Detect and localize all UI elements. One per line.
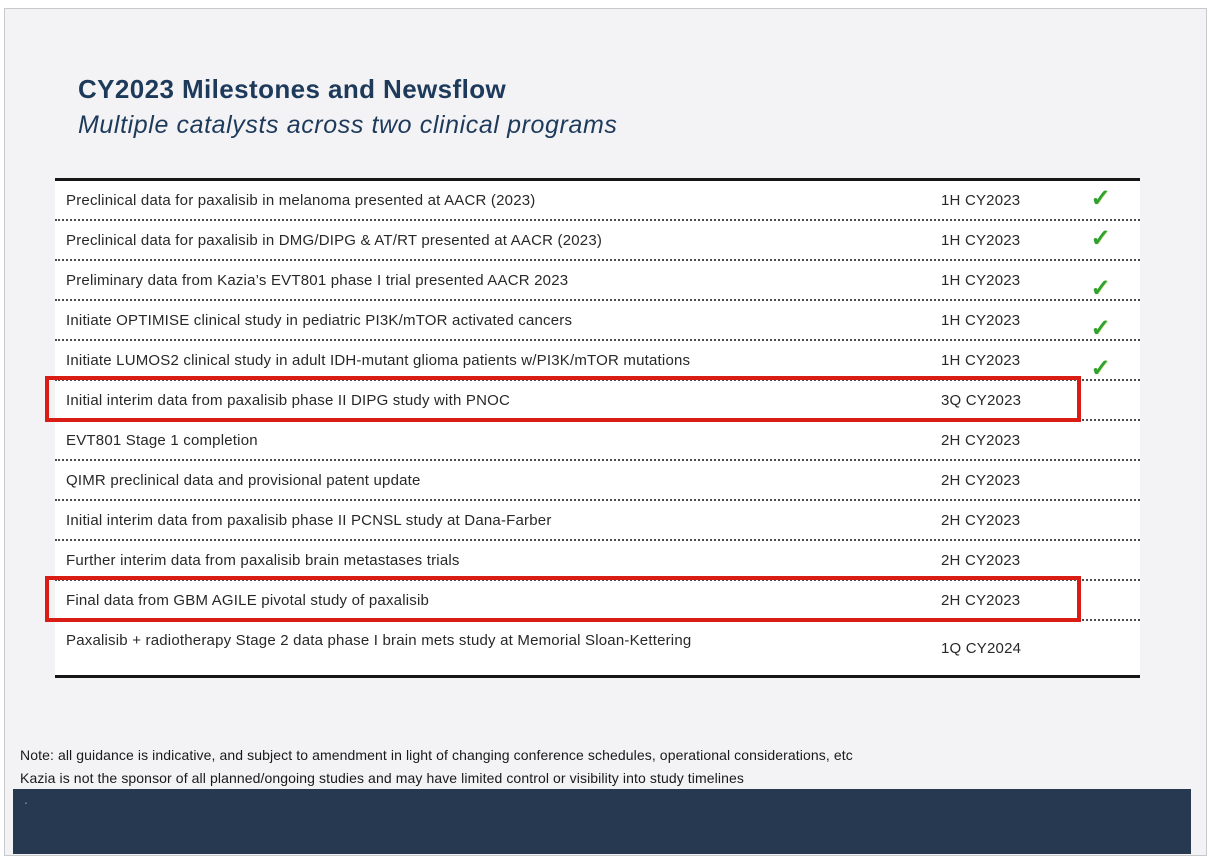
table-row: Initiate LUMOS2 clinical study in adult …	[55, 341, 1140, 381]
milestone-timing: 1H CY2023	[941, 311, 1021, 329]
milestone-timing: 2H CY2023	[941, 511, 1021, 529]
milestones-table: Preclinical data for paxalisib in melano…	[45, 178, 1140, 678]
milestone-status-cell: ✓	[1061, 309, 1140, 341]
footer-dot: .	[24, 791, 28, 807]
milestone-label: Paxalisib + radiotherapy Stage 2 data ph…	[66, 632, 692, 649]
milestone-timing: 3Q CY2023	[941, 391, 1022, 409]
milestone-timing: 2H CY2023	[941, 471, 1021, 489]
milestone-label: Final data from GBM AGILE pivotal study …	[66, 591, 430, 609]
page-subtitle: Multiple catalysts across two clinical p…	[78, 111, 618, 139]
milestone-label: Preclinical data for paxalisib in DMG/DI…	[66, 231, 603, 249]
table-row: Initial interim data from paxalisib phas…	[55, 501, 1140, 541]
table-row: Initiate OPTIMISE clinical study in pedi…	[55, 301, 1140, 341]
milestone-label: Preliminary data from Kazia’s EVT801 pha…	[66, 271, 569, 289]
milestone-timing: 2H CY2023	[941, 591, 1021, 609]
footer-bar: .	[13, 789, 1191, 854]
page-title: CY2023 Milestones and Newsflow	[78, 74, 507, 104]
table-row: Preliminary data from Kazia’s EVT801 pha…	[55, 261, 1140, 301]
milestone-label: Preclinical data for paxalisib in melano…	[66, 191, 536, 209]
footnote: Note: all guidance is indicative, and su…	[20, 744, 853, 790]
milestone-timing: 2H CY2023	[941, 551, 1021, 569]
table-row: Initial interim data from paxalisib phas…	[45, 376, 1140, 422]
table-row: Further interim data from paxalisib brai…	[55, 541, 1140, 581]
check-icon: ✓	[1090, 315, 1111, 342]
milestone-label: QIMR preclinical data and provisional pa…	[66, 471, 421, 489]
table-row: Preclinical data for paxalisib in melano…	[55, 181, 1140, 221]
milestone-status-cell: ✓	[1061, 349, 1140, 381]
milestone-timing: 1H CY2023	[941, 191, 1021, 209]
milestone-label: Initiate LUMOS2 clinical study in adult …	[66, 351, 691, 369]
slide: CY2023 Milestones and Newsflow Multiple …	[4, 8, 1207, 856]
milestone-timing: 1H CY2023	[941, 271, 1021, 289]
milestone-status-cell: ✓	[1061, 185, 1140, 212]
table-row: Final data from GBM AGILE pivotal study …	[45, 576, 1140, 622]
milestone-status-cell: ✓	[1061, 269, 1140, 301]
table-row: QIMR preclinical data and provisional pa…	[55, 461, 1140, 501]
milestone-status-cell: ✓	[1061, 225, 1140, 252]
check-icon: ✓	[1090, 185, 1111, 212]
milestone-timing: 1H CY2023	[941, 231, 1021, 249]
milestone-timing: 1H CY2023	[941, 351, 1021, 369]
table-row: Paxalisib + radiotherapy Stage 2 data ph…	[55, 621, 1140, 675]
table-row: EVT801 Stage 1 completion 2H CY2023	[55, 421, 1140, 461]
footnote-line-2: Kazia is not the sponsor of all planned/…	[20, 770, 744, 786]
footnote-line-1: Note: all guidance is indicative, and su…	[20, 747, 853, 763]
milestone-label: Initial interim data from paxalisib phas…	[66, 511, 552, 529]
milestone-label: Initial interim data from paxalisib phas…	[66, 391, 511, 409]
milestone-label: Initiate OPTIMISE clinical study in pedi…	[66, 311, 573, 329]
check-icon: ✓	[1090, 355, 1111, 382]
milestone-timing: 1Q CY2024	[941, 639, 1022, 657]
slide-header: CY2023 Milestones and Newsflow Multiple …	[78, 73, 617, 140]
table-row: Preclinical data for paxalisib in DMG/DI…	[55, 221, 1140, 261]
milestone-label: EVT801 Stage 1 completion	[66, 431, 258, 449]
check-icon: ✓	[1090, 275, 1111, 302]
milestone-timing: 2H CY2023	[941, 431, 1021, 449]
milestone-label: Further interim data from paxalisib brai…	[66, 551, 460, 569]
check-icon: ✓	[1090, 225, 1111, 252]
